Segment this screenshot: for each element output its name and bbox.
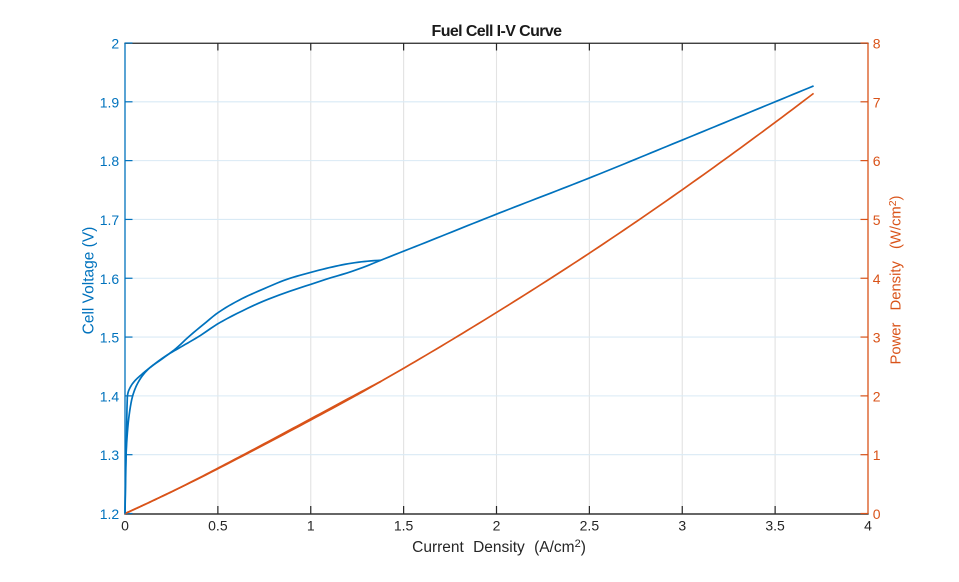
svg-text:8: 8 [873,36,881,52]
svg-text:1.7: 1.7 [100,212,120,228]
svg-text:1.2: 1.2 [100,506,120,522]
svg-text:Cell Voltage (V): Cell Voltage (V) [81,227,98,335]
svg-text:4: 4 [873,271,881,287]
svg-text:0: 0 [873,506,881,522]
svg-text:5: 5 [873,212,881,228]
svg-text:1.8: 1.8 [100,153,120,169]
svg-text:0.5: 0.5 [208,517,228,533]
svg-text:1: 1 [307,517,315,533]
svg-text:2.5: 2.5 [580,517,600,533]
svg-text:1.6: 1.6 [100,271,120,287]
svg-text:1: 1 [873,447,881,463]
svg-text:2: 2 [493,517,501,533]
svg-text:1.5: 1.5 [100,330,120,346]
svg-text:0: 0 [121,517,129,533]
svg-text:3: 3 [873,330,881,346]
svg-text:7: 7 [873,94,881,110]
svg-text:2: 2 [873,388,881,404]
svg-text:1.9: 1.9 [100,94,120,110]
svg-text:Current Density (A/cm2): Current Density (A/cm2) [412,538,586,556]
svg-text:1.3: 1.3 [100,447,120,463]
svg-text:Power Density (W/cm2): Power Density (W/cm2) [887,195,905,364]
svg-text:3.5: 3.5 [765,517,785,533]
svg-text:6: 6 [873,153,881,169]
svg-text:1.4: 1.4 [100,388,120,404]
svg-text:1.5: 1.5 [394,517,414,533]
svg-text:2: 2 [111,36,119,52]
svg-text:3: 3 [678,517,686,533]
svg-text:Fuel Cell I-V Curve: Fuel Cell I-V Curve [432,23,563,40]
svg-text:4: 4 [864,517,872,533]
